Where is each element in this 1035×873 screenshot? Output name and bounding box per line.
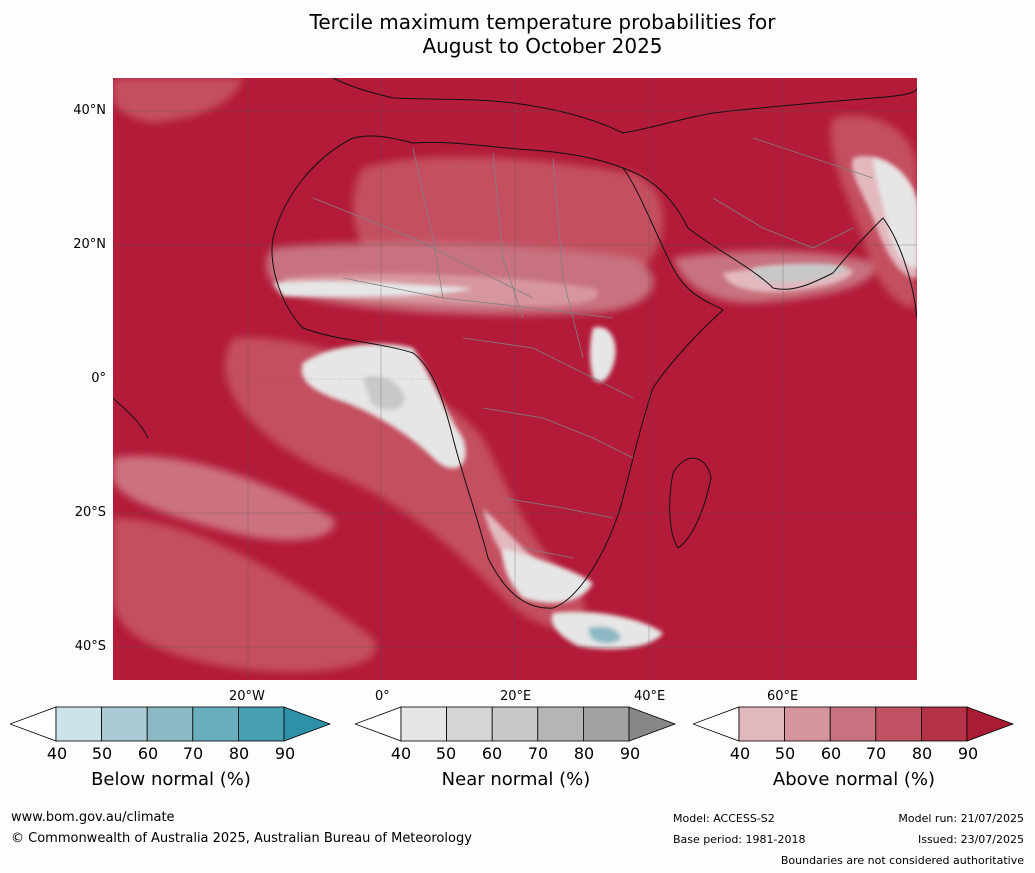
tick-label: 80 bbox=[228, 744, 250, 763]
colorbar-upper-extend bbox=[283, 706, 332, 742]
colorbar-lower-extend bbox=[10, 706, 57, 742]
tick-label: 60 bbox=[137, 744, 159, 763]
near-normal-region bbox=[273, 158, 917, 650]
colorbar-segment bbox=[146, 706, 194, 742]
footer-base-period: Base period: 1981-2018 bbox=[673, 833, 806, 846]
colorbar-near-normal bbox=[355, 706, 677, 742]
colorbar-segment bbox=[829, 706, 877, 742]
footer-issued: Issued: 23/07/2025 bbox=[917, 833, 1024, 846]
colorbar-below-label: Below normal (%) bbox=[91, 769, 251, 790]
colorbar-segment bbox=[446, 706, 493, 742]
colorbar-below-normal bbox=[10, 706, 332, 742]
lat-label-20s: 20°S bbox=[74, 505, 106, 520]
tick-label: 50 bbox=[91, 744, 113, 763]
colorbar-upper-extend bbox=[966, 706, 1015, 742]
tick-label: 70 bbox=[865, 744, 887, 763]
tick-label: 70 bbox=[182, 744, 204, 763]
colorbar-near-label: Near normal (%) bbox=[441, 769, 591, 790]
colorbar-segment bbox=[491, 706, 539, 742]
colorbar-segment bbox=[55, 706, 102, 742]
footer-boundaries: Boundaries are not considered authoritat… bbox=[780, 854, 1024, 867]
chart-title: Tercile maximum temperature probabilitie… bbox=[0, 10, 1035, 58]
colorbar-above-normal-graphic bbox=[693, 706, 1015, 742]
colorbar-below-normal-graphic bbox=[10, 706, 332, 742]
tick-label: 50 bbox=[435, 744, 457, 763]
colorbar-segment bbox=[192, 706, 239, 742]
lon-label-40e: 40°E bbox=[634, 689, 666, 704]
tick-label: 90 bbox=[274, 744, 296, 763]
colorbar-segment bbox=[784, 706, 831, 742]
colorbar-segment bbox=[582, 706, 630, 742]
title-line-2: August to October 2025 bbox=[422, 34, 663, 58]
colorbar-near-normal-graphic bbox=[355, 706, 677, 742]
lon-label-60e: 60°E bbox=[767, 689, 799, 704]
lat-label-20n: 20°N bbox=[73, 237, 106, 252]
map-svg bbox=[112, 77, 918, 680]
tick-label: 40 bbox=[46, 744, 68, 763]
tick-label: 50 bbox=[774, 744, 796, 763]
colorbar-segment bbox=[101, 706, 148, 742]
lon-label-20w: 20°W bbox=[229, 689, 265, 704]
colorbar-segment bbox=[738, 706, 785, 742]
tick-label: 40 bbox=[729, 744, 751, 763]
tick-label: 40 bbox=[390, 744, 412, 763]
footer-copyright: © Commonwealth of Australia 2025, Austra… bbox=[11, 831, 472, 846]
graticule bbox=[113, 78, 917, 680]
probability-map bbox=[112, 77, 918, 680]
footer-model-run: Model run: 21/07/2025 bbox=[898, 812, 1024, 825]
tick-label: 60 bbox=[481, 744, 503, 763]
title-line-1: Tercile maximum temperature probabilitie… bbox=[309, 10, 776, 34]
lat-label-40s: 40°S bbox=[74, 639, 106, 654]
footer-website: www.bom.gov.au/climate bbox=[11, 810, 175, 825]
colorbar-segment bbox=[537, 706, 584, 742]
colorbar-segment bbox=[400, 706, 447, 742]
tick-label: 90 bbox=[619, 744, 641, 763]
tick-label: 80 bbox=[573, 744, 595, 763]
lat-label-equator: 0° bbox=[91, 371, 106, 386]
colorbar-above-normal bbox=[693, 706, 1015, 742]
lon-label-0: 0° bbox=[375, 689, 390, 704]
tick-label: 90 bbox=[957, 744, 979, 763]
colorbar-upper-extend bbox=[628, 706, 677, 742]
colorbar-segment bbox=[920, 706, 968, 742]
footer-model: Model: ACCESS-S2 bbox=[673, 812, 775, 825]
colorbar-lower-extend bbox=[355, 706, 402, 742]
tick-label: 80 bbox=[911, 744, 933, 763]
lat-label-40n: 40°N bbox=[73, 103, 106, 118]
lon-label-20e: 20°E bbox=[500, 689, 532, 704]
tick-label: 70 bbox=[527, 744, 549, 763]
colorbar-above-label: Above normal (%) bbox=[772, 769, 936, 790]
colorbar-segment bbox=[237, 706, 285, 742]
tick-label: 60 bbox=[820, 744, 842, 763]
colorbar-lower-extend bbox=[693, 706, 740, 742]
country-borders bbox=[312, 137, 874, 559]
colorbar-segment bbox=[875, 706, 922, 742]
